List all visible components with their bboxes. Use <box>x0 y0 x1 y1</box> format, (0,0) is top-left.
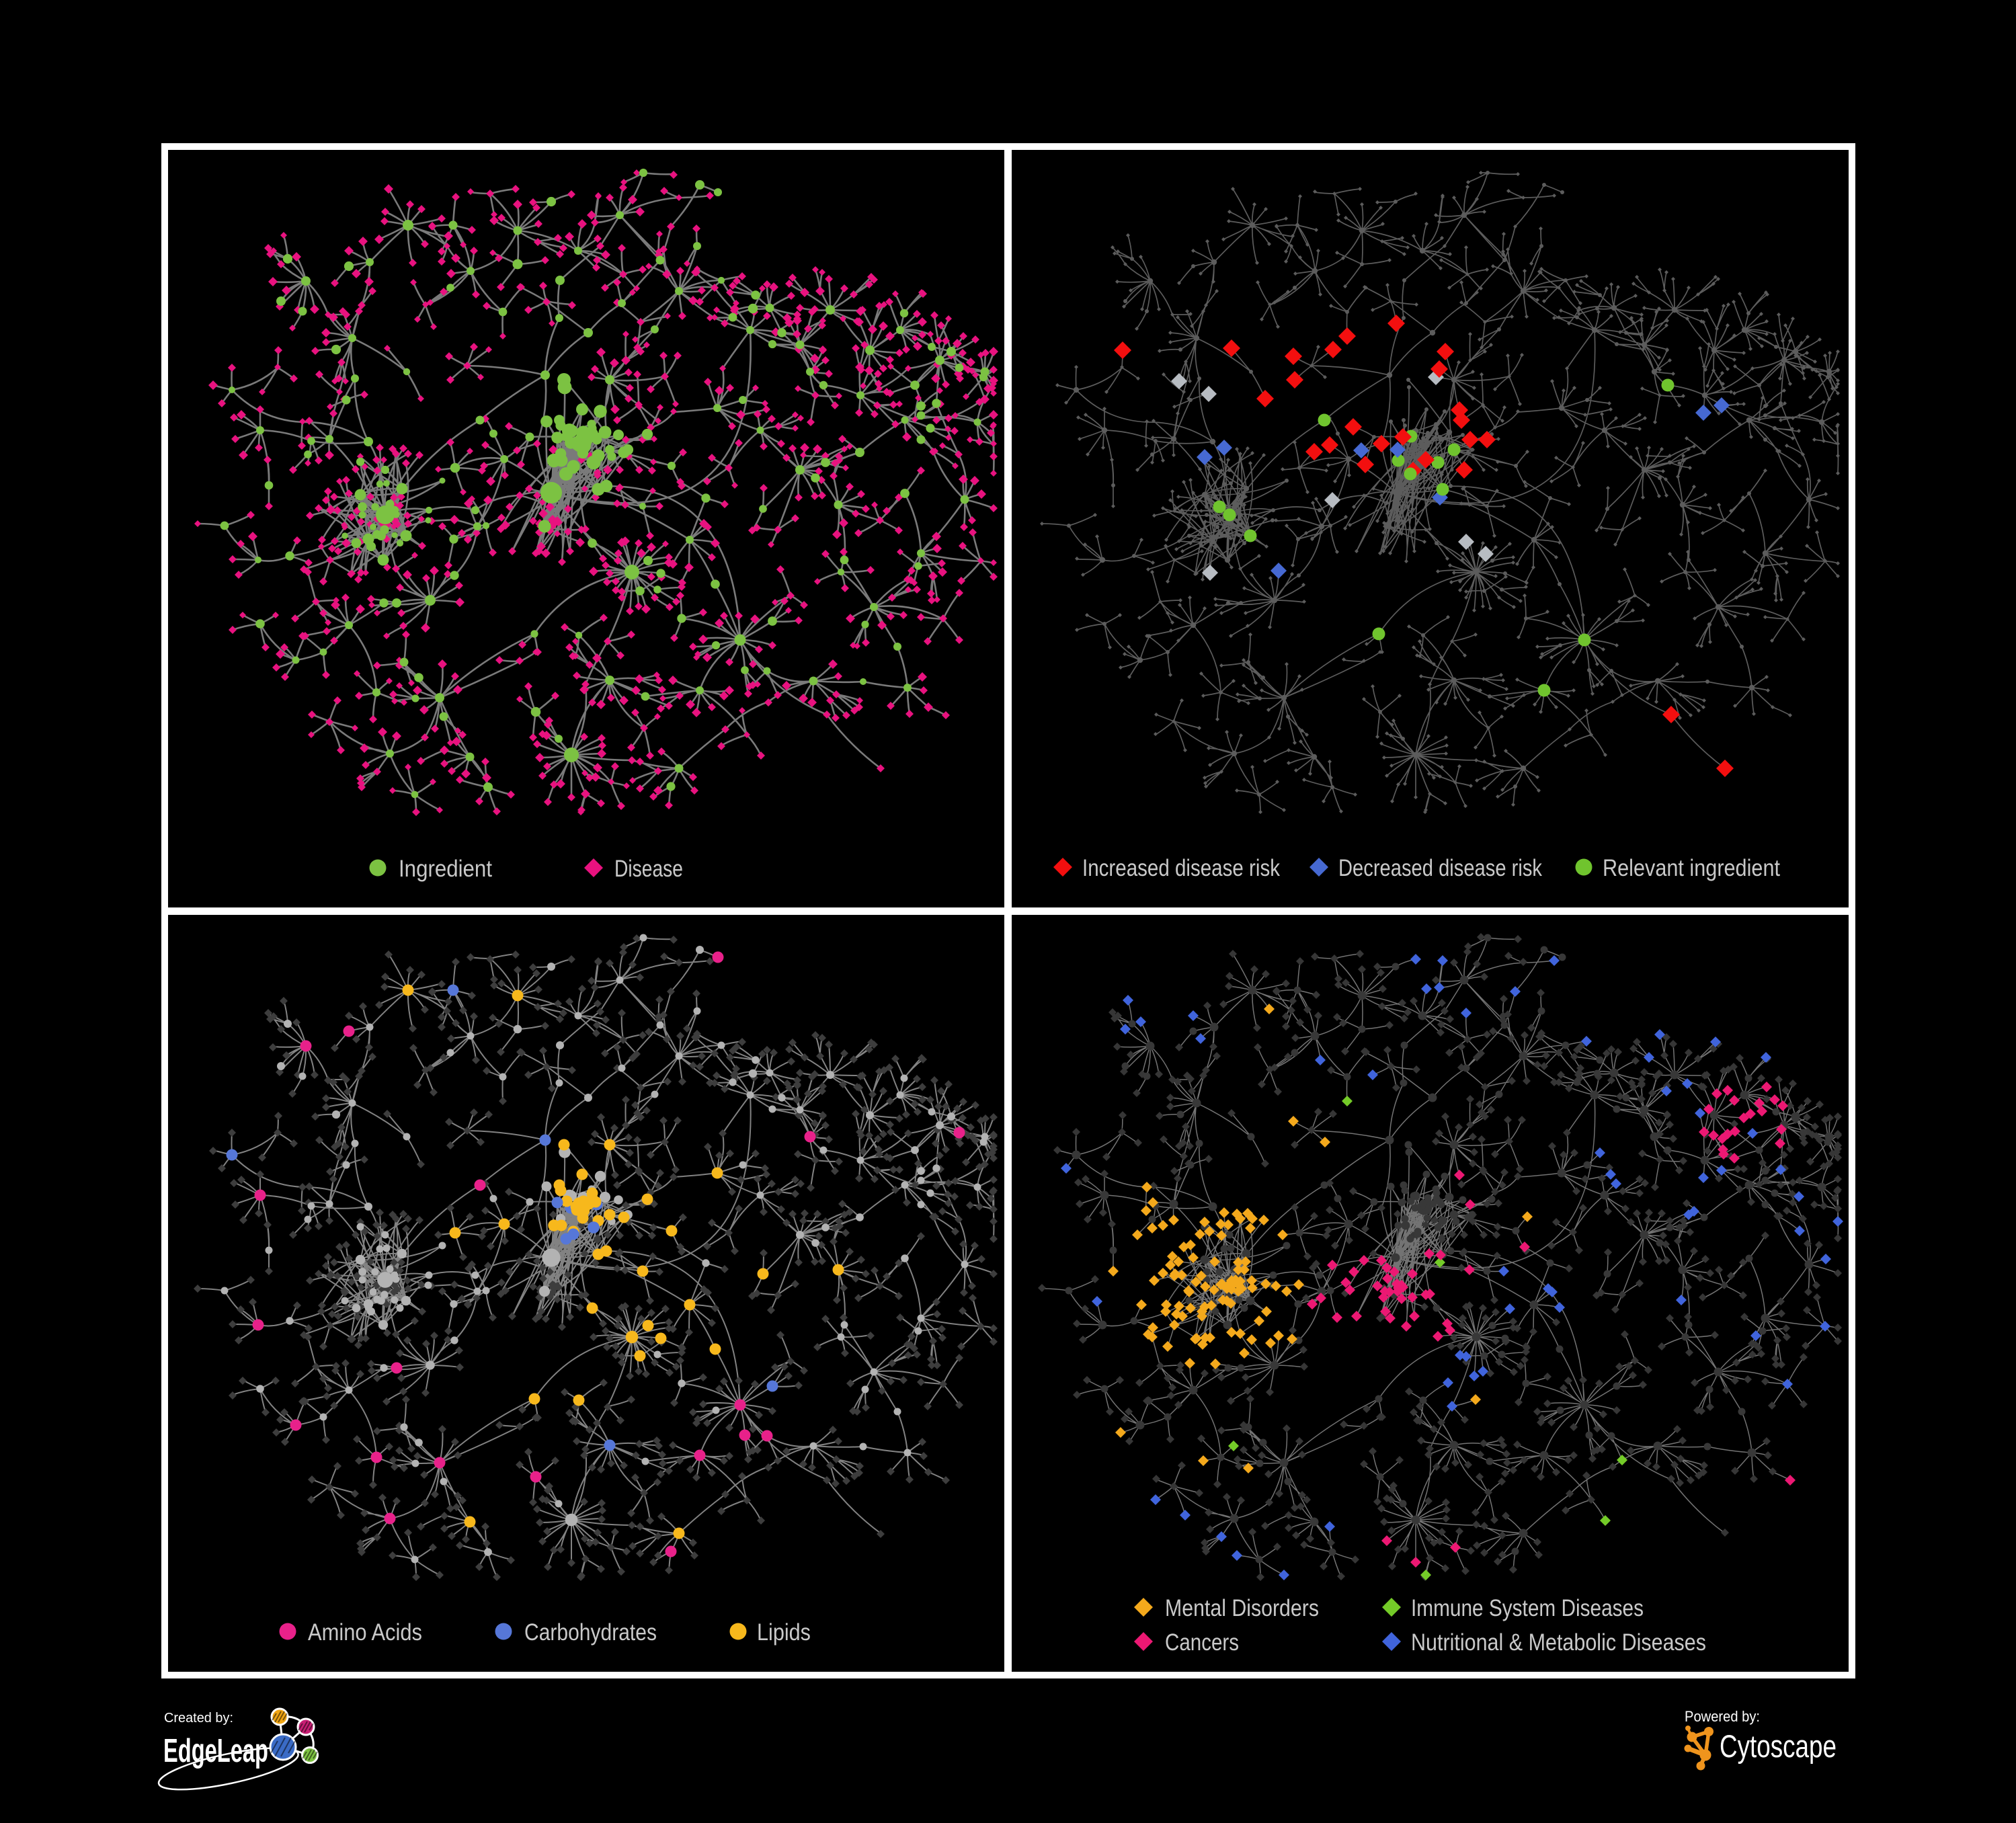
svg-text:Nutritional & Metabolic Diseas: Nutritional & Metabolic Diseases <box>1411 1629 1706 1656</box>
svg-text:Lipids: Lipids <box>757 1619 811 1646</box>
svg-text:Relevant ingredient: Relevant ingredient <box>1603 855 1780 881</box>
svg-text:Ingredient: Ingredient <box>399 856 492 882</box>
svg-text:Amino Acids: Amino Acids <box>308 1619 422 1646</box>
svg-text:Mental Disorders: Mental Disorders <box>1165 1595 1319 1621</box>
svg-text:Cancers: Cancers <box>1165 1629 1239 1656</box>
svg-text:Carbohydrates: Carbohydrates <box>524 1619 657 1646</box>
svg-text:EdgeLeap: EdgeLeap <box>163 1733 268 1769</box>
svg-text:Immune System Diseases: Immune System Diseases <box>1411 1595 1644 1621</box>
svg-text:Increased disease risk: Increased disease risk <box>1082 855 1280 881</box>
svg-text:Cytoscape: Cytoscape <box>1720 1728 1837 1764</box>
svg-text:Decreased disease risk: Decreased disease risk <box>1338 855 1542 881</box>
svg-text:Powered by:: Powered by: <box>1685 1708 1760 1725</box>
svg-text:Disease: Disease <box>614 856 683 882</box>
svg-text:Created by:: Created by: <box>164 1711 233 1726</box>
